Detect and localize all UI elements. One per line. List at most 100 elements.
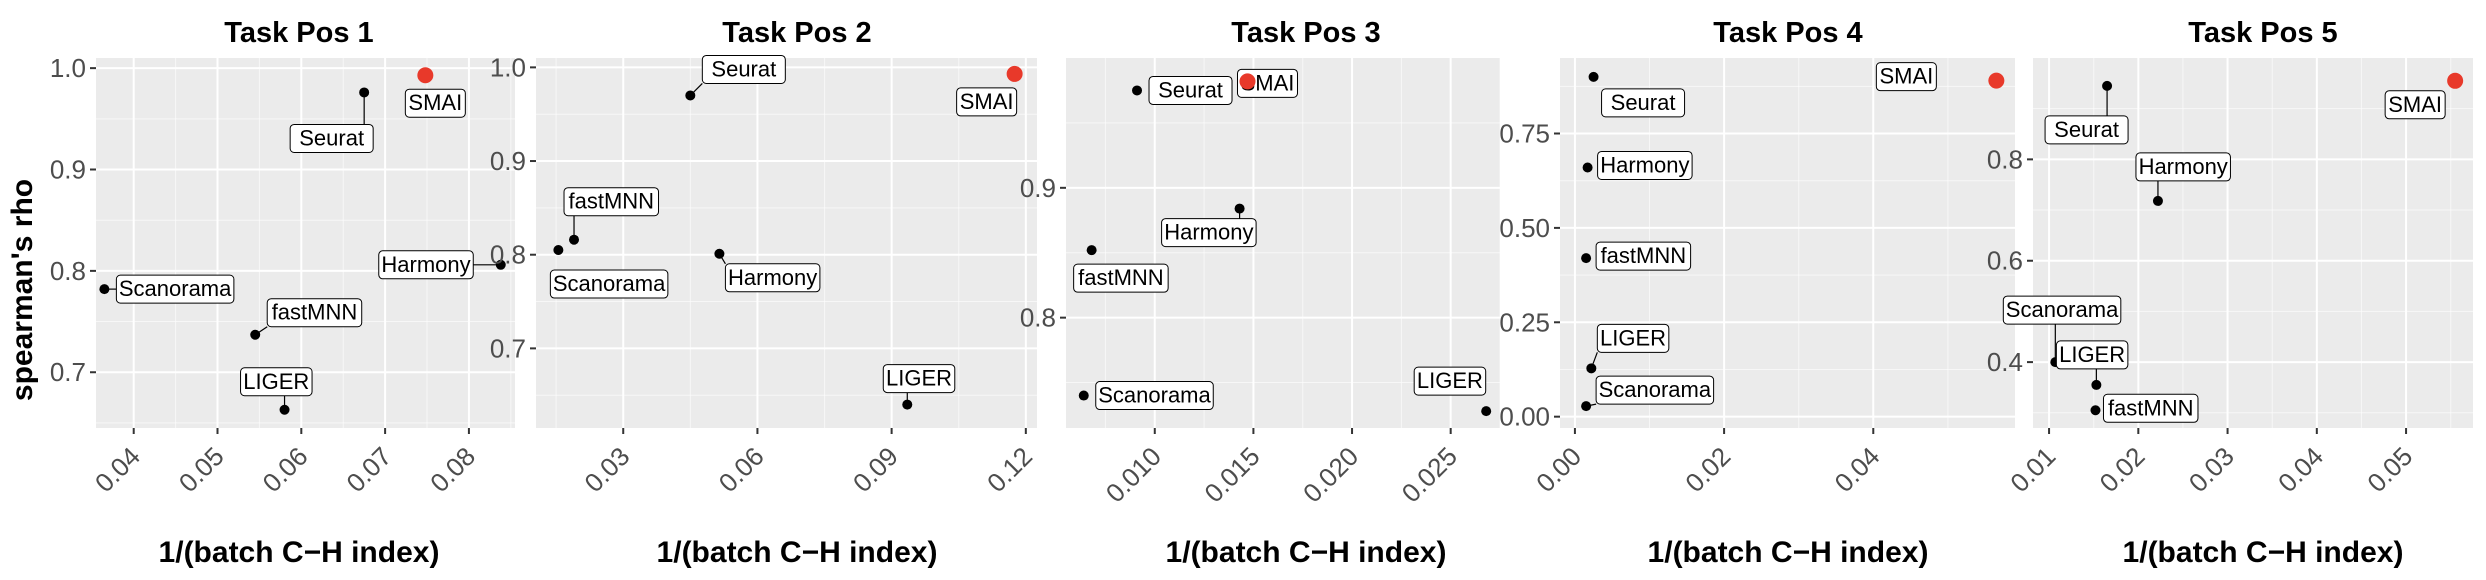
y-tick-label: 0.9 (490, 146, 526, 176)
label-text: Harmony (1164, 220, 1253, 245)
data-point-harmony (1234, 203, 1245, 214)
label-text: Seurat (299, 125, 364, 150)
label-box (1095, 381, 1214, 411)
label-text: LIGER (886, 366, 952, 391)
label-text: Scanorama (119, 276, 232, 301)
x-tick-label: 0.010 (1100, 441, 1167, 508)
label-text: Scanorama (2006, 297, 2119, 322)
label-text: Seurat (2054, 117, 2119, 142)
panel-title: Task Pos 1 (224, 17, 373, 49)
x-tick-label: 0.05 (2361, 441, 2418, 498)
label-box (1597, 150, 1693, 180)
point-label-scanorama: Scanorama (115, 274, 235, 304)
point-label-harmony: Harmony (1597, 150, 1693, 180)
point-label-liger: LIGER (1413, 366, 1487, 396)
x-tick-label: 0.02 (2094, 441, 2151, 498)
label-text: LIGER (1417, 368, 1483, 393)
plot-area (96, 58, 515, 428)
panel-title: Task Pos 3 (1231, 17, 1380, 49)
label-text: Seurat (711, 56, 776, 81)
y-tick-label: 0.8 (1020, 303, 1056, 333)
x-tick-label: 0.03 (2183, 441, 2240, 498)
panel-task-pos-4: Task Pos 4 1/(batch C−H index) 0.00 0.02 0… (1499, 17, 2015, 569)
label-text: Scanorama (1599, 377, 1712, 402)
label-text: Harmony (728, 265, 817, 290)
data-point-seurat (2102, 80, 2113, 91)
point-label-liger: LIGER (240, 367, 313, 397)
plot-background (96, 58, 515, 428)
point-label-seurat: Seurat (289, 123, 374, 153)
label-text: Harmony (1600, 152, 1689, 177)
panel-task-pos-1: Task Pos 1 spearman's rho 1/(batch C−H i… (6, 17, 515, 569)
label-box (115, 274, 235, 304)
label-box (1161, 218, 1257, 248)
point-label-scanorama: Scanorama (1095, 381, 1214, 411)
data-point-fastmnn (2090, 405, 2101, 416)
label-box (1413, 366, 1487, 396)
label-box (404, 88, 466, 118)
label-box (266, 298, 363, 328)
y-tick-label: 0.8 (1987, 144, 2023, 174)
point-label-smai: SMAI (2384, 90, 2446, 120)
label-box (240, 367, 313, 397)
label-box (378, 250, 474, 280)
panel-title: Task Pos 5 (2188, 17, 2337, 49)
point-label-liger: LIGER (1596, 323, 1670, 353)
label-text: Seurat (1158, 77, 1223, 102)
label-box (724, 263, 821, 293)
label-text: LIGER (2059, 342, 2125, 367)
point-label-harmony: Harmony (1161, 218, 1257, 248)
point-label-scanorama: Scanorama (1595, 375, 1715, 405)
x-tick-label: 0.09 (847, 441, 904, 498)
label-box (1073, 263, 1169, 293)
x-tick-label: 0.06 (257, 441, 314, 498)
label-text: fastMNN (568, 189, 654, 214)
data-point-scanorama (1078, 390, 1089, 401)
point-label-scanorama: Scanorama (549, 269, 669, 299)
y-tick-label: 0.8 (490, 240, 526, 270)
x-tick-label: 0.015 (1198, 441, 1265, 508)
x-tick-label: 0.04 (1829, 441, 1886, 498)
y-tick-label: 0.50 (1499, 213, 1550, 243)
data-point-seurat (1132, 85, 1143, 96)
label-box (2002, 295, 2122, 325)
data-point-fastmnn (1581, 253, 1592, 264)
data-point-harmony (714, 248, 725, 259)
y-tick-label: 0.8 (50, 256, 86, 286)
y-tick-label: 0.7 (50, 357, 86, 387)
data-point-liger (1586, 363, 1597, 374)
label-text: Harmony (2139, 154, 2228, 179)
data-point-scanorama (99, 284, 110, 295)
point-label-seurat: Seurat (1148, 75, 1233, 105)
data-point-liger (902, 399, 913, 410)
label-box (1595, 241, 1692, 271)
data-point-fastmnn (1086, 245, 1097, 256)
label-box (563, 187, 660, 217)
point-label-seurat: Seurat (701, 54, 786, 84)
point-label-fastmnn: fastMNN (563, 187, 660, 217)
point-label-fastmnn: fastMNN (2102, 393, 2199, 423)
y-tick-label: 0.6 (1987, 246, 2023, 276)
point-label-harmony: Harmony (378, 250, 474, 280)
y-tick-label: 0.9 (1020, 173, 1056, 203)
point-label-smai: SMAI (1875, 62, 1937, 92)
x-tick-label: 0.12 (981, 441, 1038, 498)
y-tick-label: 0.00 (1499, 402, 1550, 432)
data-point-smai (1988, 72, 2005, 89)
label-text: fastMNN (272, 300, 358, 325)
point-label-harmony: Harmony (724, 263, 821, 293)
label-text: SMAI (408, 90, 462, 115)
x-axis-label: 1/(batch C−H index) (2123, 536, 2404, 569)
point-label-harmony: Harmony (2135, 152, 2231, 182)
point-label-fastmnn: fastMNN (1595, 241, 1692, 271)
plot-area (1066, 58, 1501, 428)
panel-task-pos-2: Task Pos 2 1/(batch C−H index) 0.03 0.06 0… (490, 17, 1038, 569)
data-point-fastmnn (250, 329, 261, 340)
point-label-smai: SMAI (404, 88, 466, 118)
y-tick-label: 1.0 (490, 52, 526, 82)
label-box (1595, 375, 1715, 405)
label-box (2044, 115, 2129, 145)
x-tick-label: 0.02 (1679, 441, 1736, 498)
x-tick-label: 0.020 (1297, 441, 1364, 508)
